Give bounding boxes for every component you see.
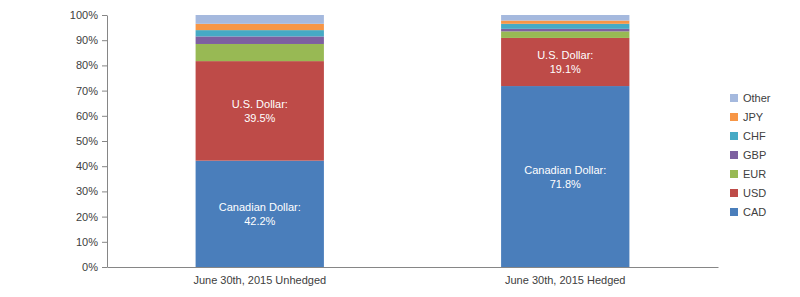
bar-segment bbox=[196, 44, 324, 61]
y-tick: 10% bbox=[76, 236, 107, 248]
bar-segment bbox=[196, 61, 324, 161]
bar-segment bbox=[501, 29, 629, 32]
legend-item: GBP bbox=[730, 149, 766, 161]
legend-label: CAD bbox=[743, 206, 766, 218]
bar-segment bbox=[196, 30, 324, 36]
data-label: U.S. Dollar: 19.1% bbox=[537, 49, 593, 75]
chart: Canadian Dollar: 42.2% U.S. Dollar: 39.5% Ca… bbox=[0, 0, 800, 297]
y-tick-mark bbox=[102, 166, 107, 167]
legend-swatch bbox=[730, 151, 738, 159]
data-label: Canadian Dollar: 42.2% bbox=[219, 201, 301, 227]
legend-item: Other bbox=[730, 92, 771, 104]
x-tick-label: June 30th, 2015 Unhedged bbox=[193, 274, 326, 286]
bar-segment bbox=[501, 24, 629, 29]
data-labels: Canadian Dollar: 42.2% U.S. Dollar: 39.5% Ca… bbox=[219, 49, 606, 227]
data-label-line: 39.5% bbox=[244, 112, 275, 124]
legend-swatch bbox=[730, 208, 738, 216]
legend-label: EUR bbox=[743, 168, 766, 180]
y-tick-mark bbox=[102, 40, 107, 41]
y-tick-label: 50% bbox=[76, 135, 98, 147]
y-tick-mark bbox=[102, 15, 107, 16]
y-tick: 30% bbox=[76, 185, 107, 197]
bar-segment bbox=[196, 36, 324, 44]
bar-segment bbox=[196, 24, 324, 30]
legend-label: GBP bbox=[743, 149, 766, 161]
y-tick-label: 70% bbox=[76, 85, 98, 97]
bar-segment bbox=[196, 15, 324, 24]
y-tick-mark bbox=[102, 91, 107, 92]
legend-swatch bbox=[730, 189, 738, 197]
legend-item: EUR bbox=[730, 168, 766, 180]
data-label-line: U.S. Dollar: bbox=[537, 49, 593, 61]
bar-segment bbox=[501, 21, 629, 24]
data-label-line: 19.1% bbox=[550, 63, 581, 75]
y-tick-label: 0% bbox=[82, 261, 98, 273]
data-label-line: Canadian Dollar: bbox=[524, 164, 606, 176]
bar-segment bbox=[501, 15, 629, 21]
y-tick: 80% bbox=[76, 59, 107, 71]
data-label-line: Canadian Dollar: bbox=[219, 201, 301, 213]
y-tick: 100% bbox=[70, 9, 107, 21]
x-axis-line bbox=[108, 267, 719, 268]
legend-item: CAD bbox=[730, 206, 766, 218]
legend-label: JPY bbox=[743, 111, 764, 123]
y-tick: 70% bbox=[76, 85, 107, 97]
bars bbox=[196, 15, 630, 267]
legend-label: CHF bbox=[743, 130, 766, 142]
y-tick: 0% bbox=[82, 261, 107, 273]
y-tick-mark bbox=[102, 242, 107, 243]
y-axis: 0% 10% 20% 30% 40% 50% 60% 70% 80% 90% 100% bbox=[70, 9, 108, 273]
legend-item: JPY bbox=[730, 111, 764, 123]
y-tick-label: 100% bbox=[70, 9, 98, 21]
y-tick: 50% bbox=[76, 135, 107, 147]
y-tick-label: 20% bbox=[76, 211, 98, 223]
y-tick: 60% bbox=[76, 110, 107, 122]
data-label: U.S. Dollar: 39.5% bbox=[232, 98, 288, 124]
data-label-line: 71.8% bbox=[550, 178, 581, 190]
bar-segment bbox=[501, 38, 629, 86]
data-label-line: 42.2% bbox=[244, 215, 275, 227]
x-tick-label: June 30th, 2015 Hedged bbox=[505, 274, 626, 286]
legend-swatch bbox=[730, 132, 738, 140]
legend-label: USD bbox=[743, 187, 766, 199]
y-tick-label: 80% bbox=[76, 59, 98, 71]
bar-segment bbox=[501, 31, 629, 38]
y-tick-mark bbox=[102, 141, 107, 142]
y-tick-mark bbox=[102, 191, 107, 192]
y-tick-mark bbox=[102, 116, 107, 117]
y-tick-label: 60% bbox=[76, 110, 98, 122]
y-tick: 90% bbox=[76, 34, 107, 46]
y-tick-label: 90% bbox=[76, 34, 98, 46]
y-tick-mark bbox=[102, 267, 107, 268]
legend: CAD USD EUR GBP CHF JPY Other bbox=[730, 92, 771, 218]
y-tick: 20% bbox=[76, 211, 107, 223]
y-axis-line bbox=[107, 16, 108, 268]
x-tick: June 30th, 2015 Unhedged bbox=[193, 274, 326, 286]
bar-segment bbox=[501, 86, 629, 267]
y-tick-mark bbox=[102, 65, 107, 66]
legend-swatch bbox=[730, 170, 738, 178]
y-tick-label: 10% bbox=[76, 236, 98, 248]
legend-swatch bbox=[730, 113, 738, 121]
x-tick: June 30th, 2015 Hedged bbox=[505, 274, 626, 286]
bar-segment bbox=[196, 161, 324, 267]
y-tick-label: 30% bbox=[76, 185, 98, 197]
data-label: Canadian Dollar: 71.8% bbox=[524, 164, 606, 190]
legend-item: CHF bbox=[730, 130, 766, 142]
y-tick-label: 40% bbox=[76, 160, 98, 172]
data-label-line: U.S. Dollar: bbox=[232, 98, 288, 110]
x-axis: June 30th, 2015 Unhedged June 30th, 2015 … bbox=[108, 268, 719, 286]
legend-label: Other bbox=[743, 92, 771, 104]
y-tick-mark bbox=[102, 217, 107, 218]
legend-swatch bbox=[730, 94, 738, 102]
y-tick: 40% bbox=[76, 160, 107, 172]
legend-item: USD bbox=[730, 187, 766, 199]
